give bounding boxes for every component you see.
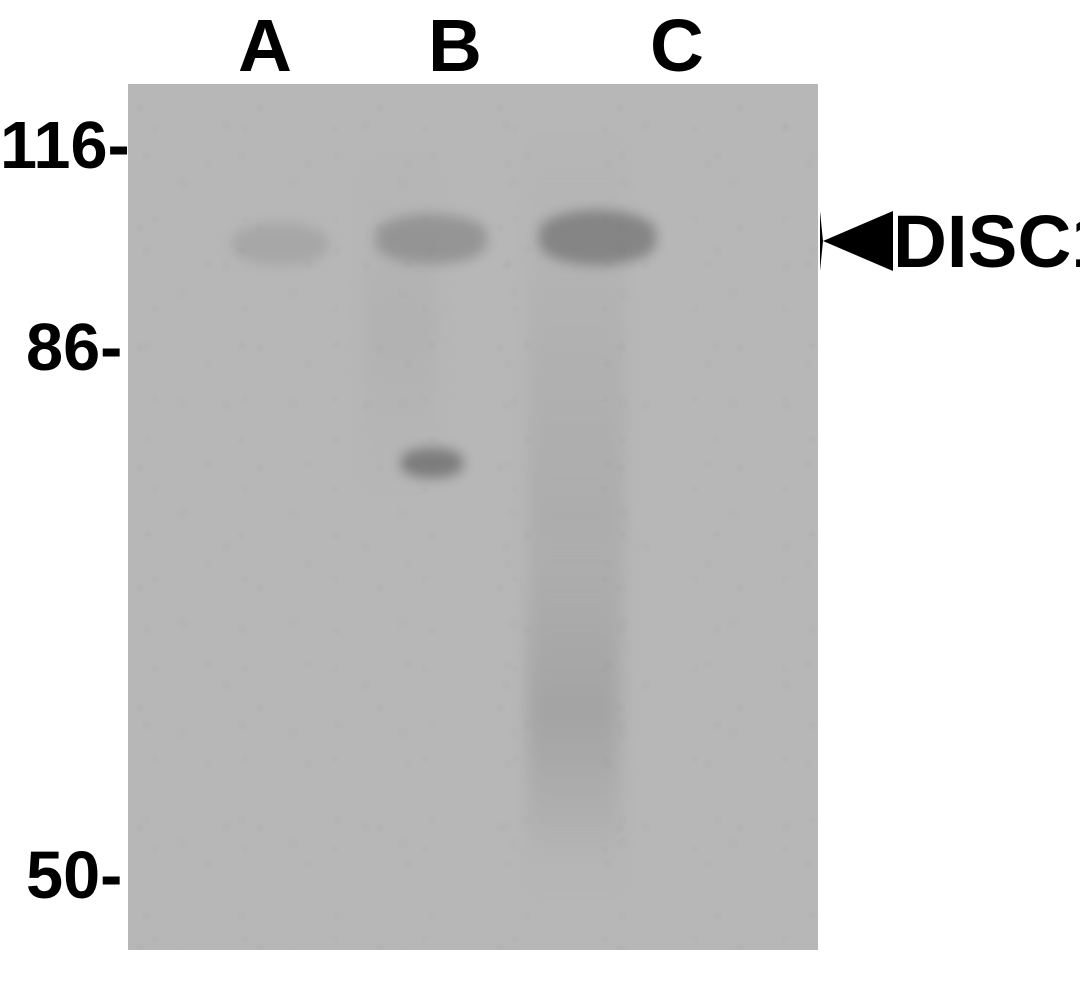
blot-band xyxy=(539,210,656,265)
blot-band xyxy=(376,214,486,264)
arrow-left-icon xyxy=(820,211,893,271)
marker-86: 86- xyxy=(26,310,122,386)
marker-50: 50- xyxy=(26,838,122,914)
blot-band xyxy=(401,448,463,478)
lane-label-b: B xyxy=(428,2,482,88)
lane-label-c: C xyxy=(650,2,704,88)
marker-116: 116- xyxy=(0,108,130,184)
lane-streak xyxy=(528,560,618,863)
protein-arrow: DISC1 xyxy=(820,198,1080,284)
blot-membrane xyxy=(128,84,818,950)
protein-label: DISC1 xyxy=(893,198,1080,284)
blot-band xyxy=(232,223,329,265)
western-blot-figure: A B C 116- 86- 50- DISC1 xyxy=(0,0,1080,984)
film-grain xyxy=(128,84,818,950)
lane-label-a: A xyxy=(238,2,292,88)
